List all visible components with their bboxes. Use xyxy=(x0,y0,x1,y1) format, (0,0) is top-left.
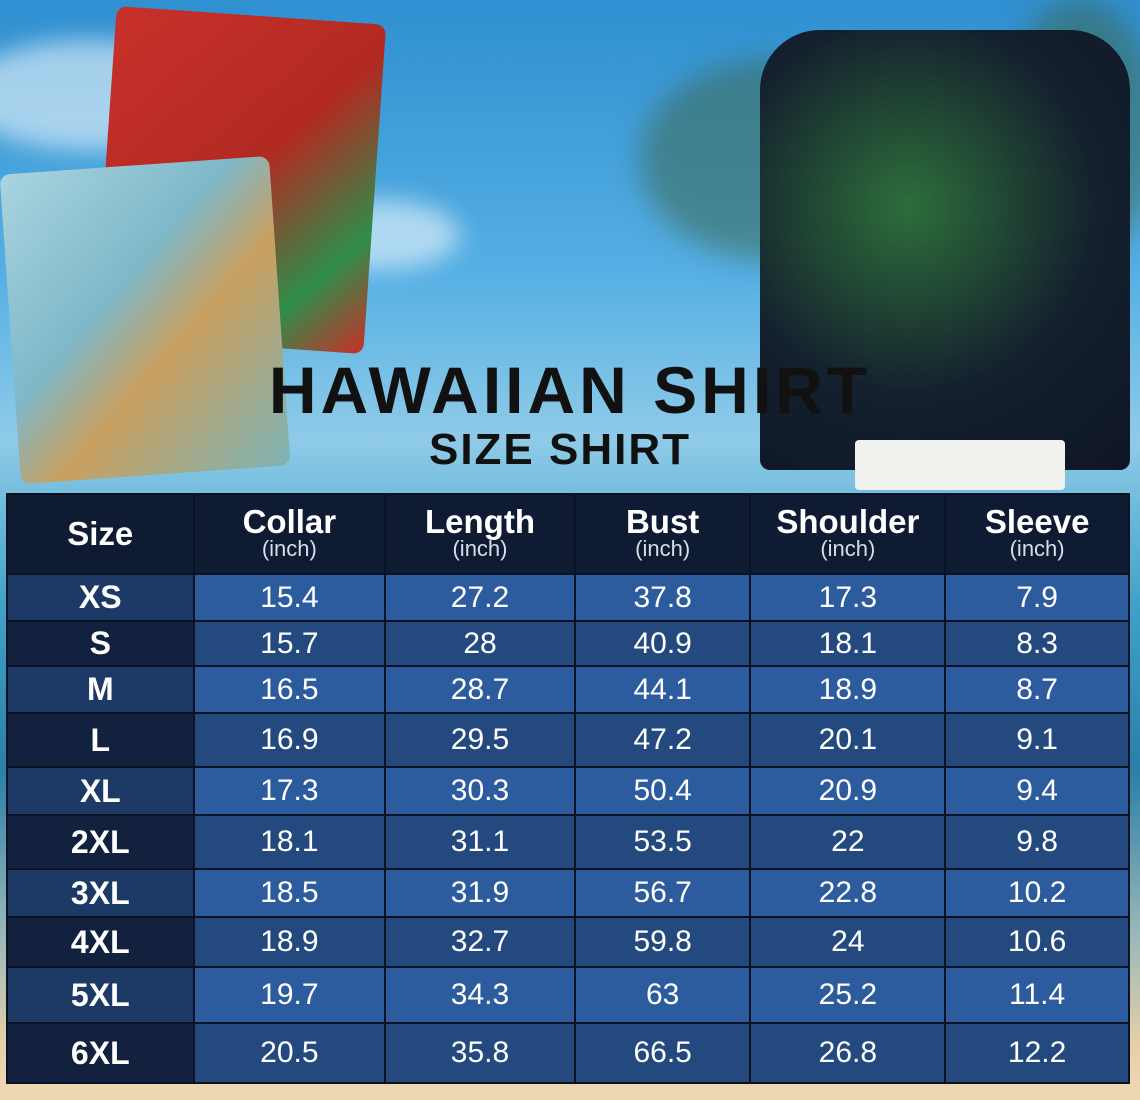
header-collar: Collar (inch) xyxy=(192,493,387,575)
cell-length: 31.9 xyxy=(384,868,576,918)
cell-bust: 40.9 xyxy=(573,620,752,667)
table-row: L 16.9 29.5 47.2 20.1 9.1 xyxy=(6,712,1130,768)
cell-size: XS xyxy=(6,573,195,622)
cell-size: 6XL xyxy=(6,1022,195,1084)
table-row: XS 15.4 27.2 37.8 17.3 7.9 xyxy=(6,573,1130,622)
cell-length: 35.8 xyxy=(384,1022,576,1084)
header-unit: (inch) xyxy=(635,536,691,561)
header-size: Size xyxy=(6,493,195,575)
cell-shoulder: 18.9 xyxy=(749,665,947,714)
cell-shoulder: 20.1 xyxy=(749,712,947,768)
cell-sleeve: 10.2 xyxy=(944,868,1130,918)
cell-size: 5XL xyxy=(6,966,195,1024)
size-chart-table: Size Collar (inch) Length (inch) Bust (inch… xyxy=(6,493,1130,1084)
cell-sleeve: 9.1 xyxy=(944,712,1130,768)
cell-collar: 15.7 xyxy=(192,620,387,667)
header-label: Length xyxy=(425,503,535,540)
cell-size: L xyxy=(6,712,195,768)
header-label: Size xyxy=(67,515,134,552)
cell-shoulder: 22.8 xyxy=(749,868,947,918)
cell-size: M xyxy=(6,665,195,714)
cell-shoulder: 24 xyxy=(749,916,947,968)
cell-shoulder: 20.9 xyxy=(749,766,947,816)
table-row: M 16.5 28.7 44.1 18.9 8.7 xyxy=(6,665,1130,714)
cell-length: 27.2 xyxy=(384,573,576,622)
cell-length: 30.3 xyxy=(384,766,576,816)
cell-size: XL xyxy=(6,766,195,816)
page-title: HAWAIIAN SHIRT xyxy=(268,353,872,427)
model-shirt-image xyxy=(760,30,1130,470)
header-unit: (inch) xyxy=(1009,536,1065,561)
cell-bust: 59.8 xyxy=(573,916,752,968)
cell-bust: 44.1 xyxy=(573,665,752,714)
page-subtitle: SIZE SHIRT xyxy=(428,425,692,474)
cell-sleeve: 8.3 xyxy=(944,620,1130,667)
cell-bust: 66.5 xyxy=(573,1022,752,1084)
cell-size: S xyxy=(6,620,195,667)
cell-length: 34.3 xyxy=(384,966,576,1024)
cell-length: 31.1 xyxy=(384,814,576,870)
cell-size: 2XL xyxy=(6,814,195,870)
header-label: Shoulder xyxy=(776,503,920,540)
header-label: Bust xyxy=(625,503,700,540)
cell-sleeve: 11.4 xyxy=(944,966,1130,1024)
header-length: Length (inch) xyxy=(384,493,576,575)
cell-bust: 63 xyxy=(573,966,752,1024)
cell-bust: 53.5 xyxy=(573,814,752,870)
cell-length: 32.7 xyxy=(384,916,576,968)
cell-shoulder: 26.8 xyxy=(749,1022,947,1084)
model-pants-image xyxy=(855,440,1065,490)
cell-bust: 47.2 xyxy=(573,712,752,768)
cell-collar: 18.5 xyxy=(192,868,387,918)
cell-sleeve: 7.9 xyxy=(944,573,1130,622)
cell-length: 28 xyxy=(384,620,576,667)
cell-collar: 19.7 xyxy=(192,966,387,1024)
header-unit: (inch) xyxy=(261,536,317,561)
cell-bust: 56.7 xyxy=(573,868,752,918)
header-label: Sleeve xyxy=(984,503,1090,540)
header-unit: (inch) xyxy=(820,536,876,561)
cell-sleeve: 9.8 xyxy=(944,814,1130,870)
table-row: 4XL 18.9 32.7 59.8 24 10.6 xyxy=(6,916,1130,968)
header-bust: Bust (inch) xyxy=(573,493,752,575)
cell-sleeve: 12.2 xyxy=(944,1022,1130,1084)
cell-shoulder: 25.2 xyxy=(749,966,947,1024)
cell-sleeve: 8.7 xyxy=(944,665,1130,714)
cell-shoulder: 18.1 xyxy=(749,620,947,667)
cell-collar: 18.1 xyxy=(192,814,387,870)
cell-sleeve: 10.6 xyxy=(944,916,1130,968)
cell-bust: 37.8 xyxy=(573,573,752,622)
cell-sleeve: 9.4 xyxy=(944,766,1130,816)
table-header-row: Size Collar (inch) Length (inch) Bust (inch… xyxy=(6,493,1130,575)
cell-collar: 18.9 xyxy=(192,916,387,968)
table-row: 3XL 18.5 31.9 56.7 22.8 10.2 xyxy=(6,868,1130,918)
cell-shoulder: 22 xyxy=(749,814,947,870)
table-row: 2XL 18.1 31.1 53.5 22 9.8 xyxy=(6,814,1130,870)
header-sleeve: Sleeve (inch) xyxy=(944,493,1130,575)
cell-size: 4XL xyxy=(6,916,195,968)
cell-size: 3XL xyxy=(6,868,195,918)
table-row: 5XL 19.7 34.3 63 25.2 11.4 xyxy=(6,966,1130,1024)
cell-collar: 20.5 xyxy=(192,1022,387,1084)
table-row: S 15.7 28 40.9 18.1 8.3 xyxy=(6,620,1130,667)
cell-length: 29.5 xyxy=(384,712,576,768)
cell-shoulder: 17.3 xyxy=(749,573,947,622)
header-label: Collar xyxy=(242,503,337,540)
table-row: XL 17.3 30.3 50.4 20.9 9.4 xyxy=(6,766,1130,816)
cell-collar: 15.4 xyxy=(192,573,387,622)
cell-bust: 50.4 xyxy=(573,766,752,816)
header-shoulder: Shoulder (inch) xyxy=(749,493,947,575)
table-row: 6XL 20.5 35.8 66.5 26.8 12.2 xyxy=(6,1022,1130,1084)
cell-collar: 16.5 xyxy=(192,665,387,714)
cell-collar: 16.9 xyxy=(192,712,387,768)
header-unit: (inch) xyxy=(452,536,508,561)
cell-collar: 17.3 xyxy=(192,766,387,816)
cell-length: 28.7 xyxy=(384,665,576,714)
